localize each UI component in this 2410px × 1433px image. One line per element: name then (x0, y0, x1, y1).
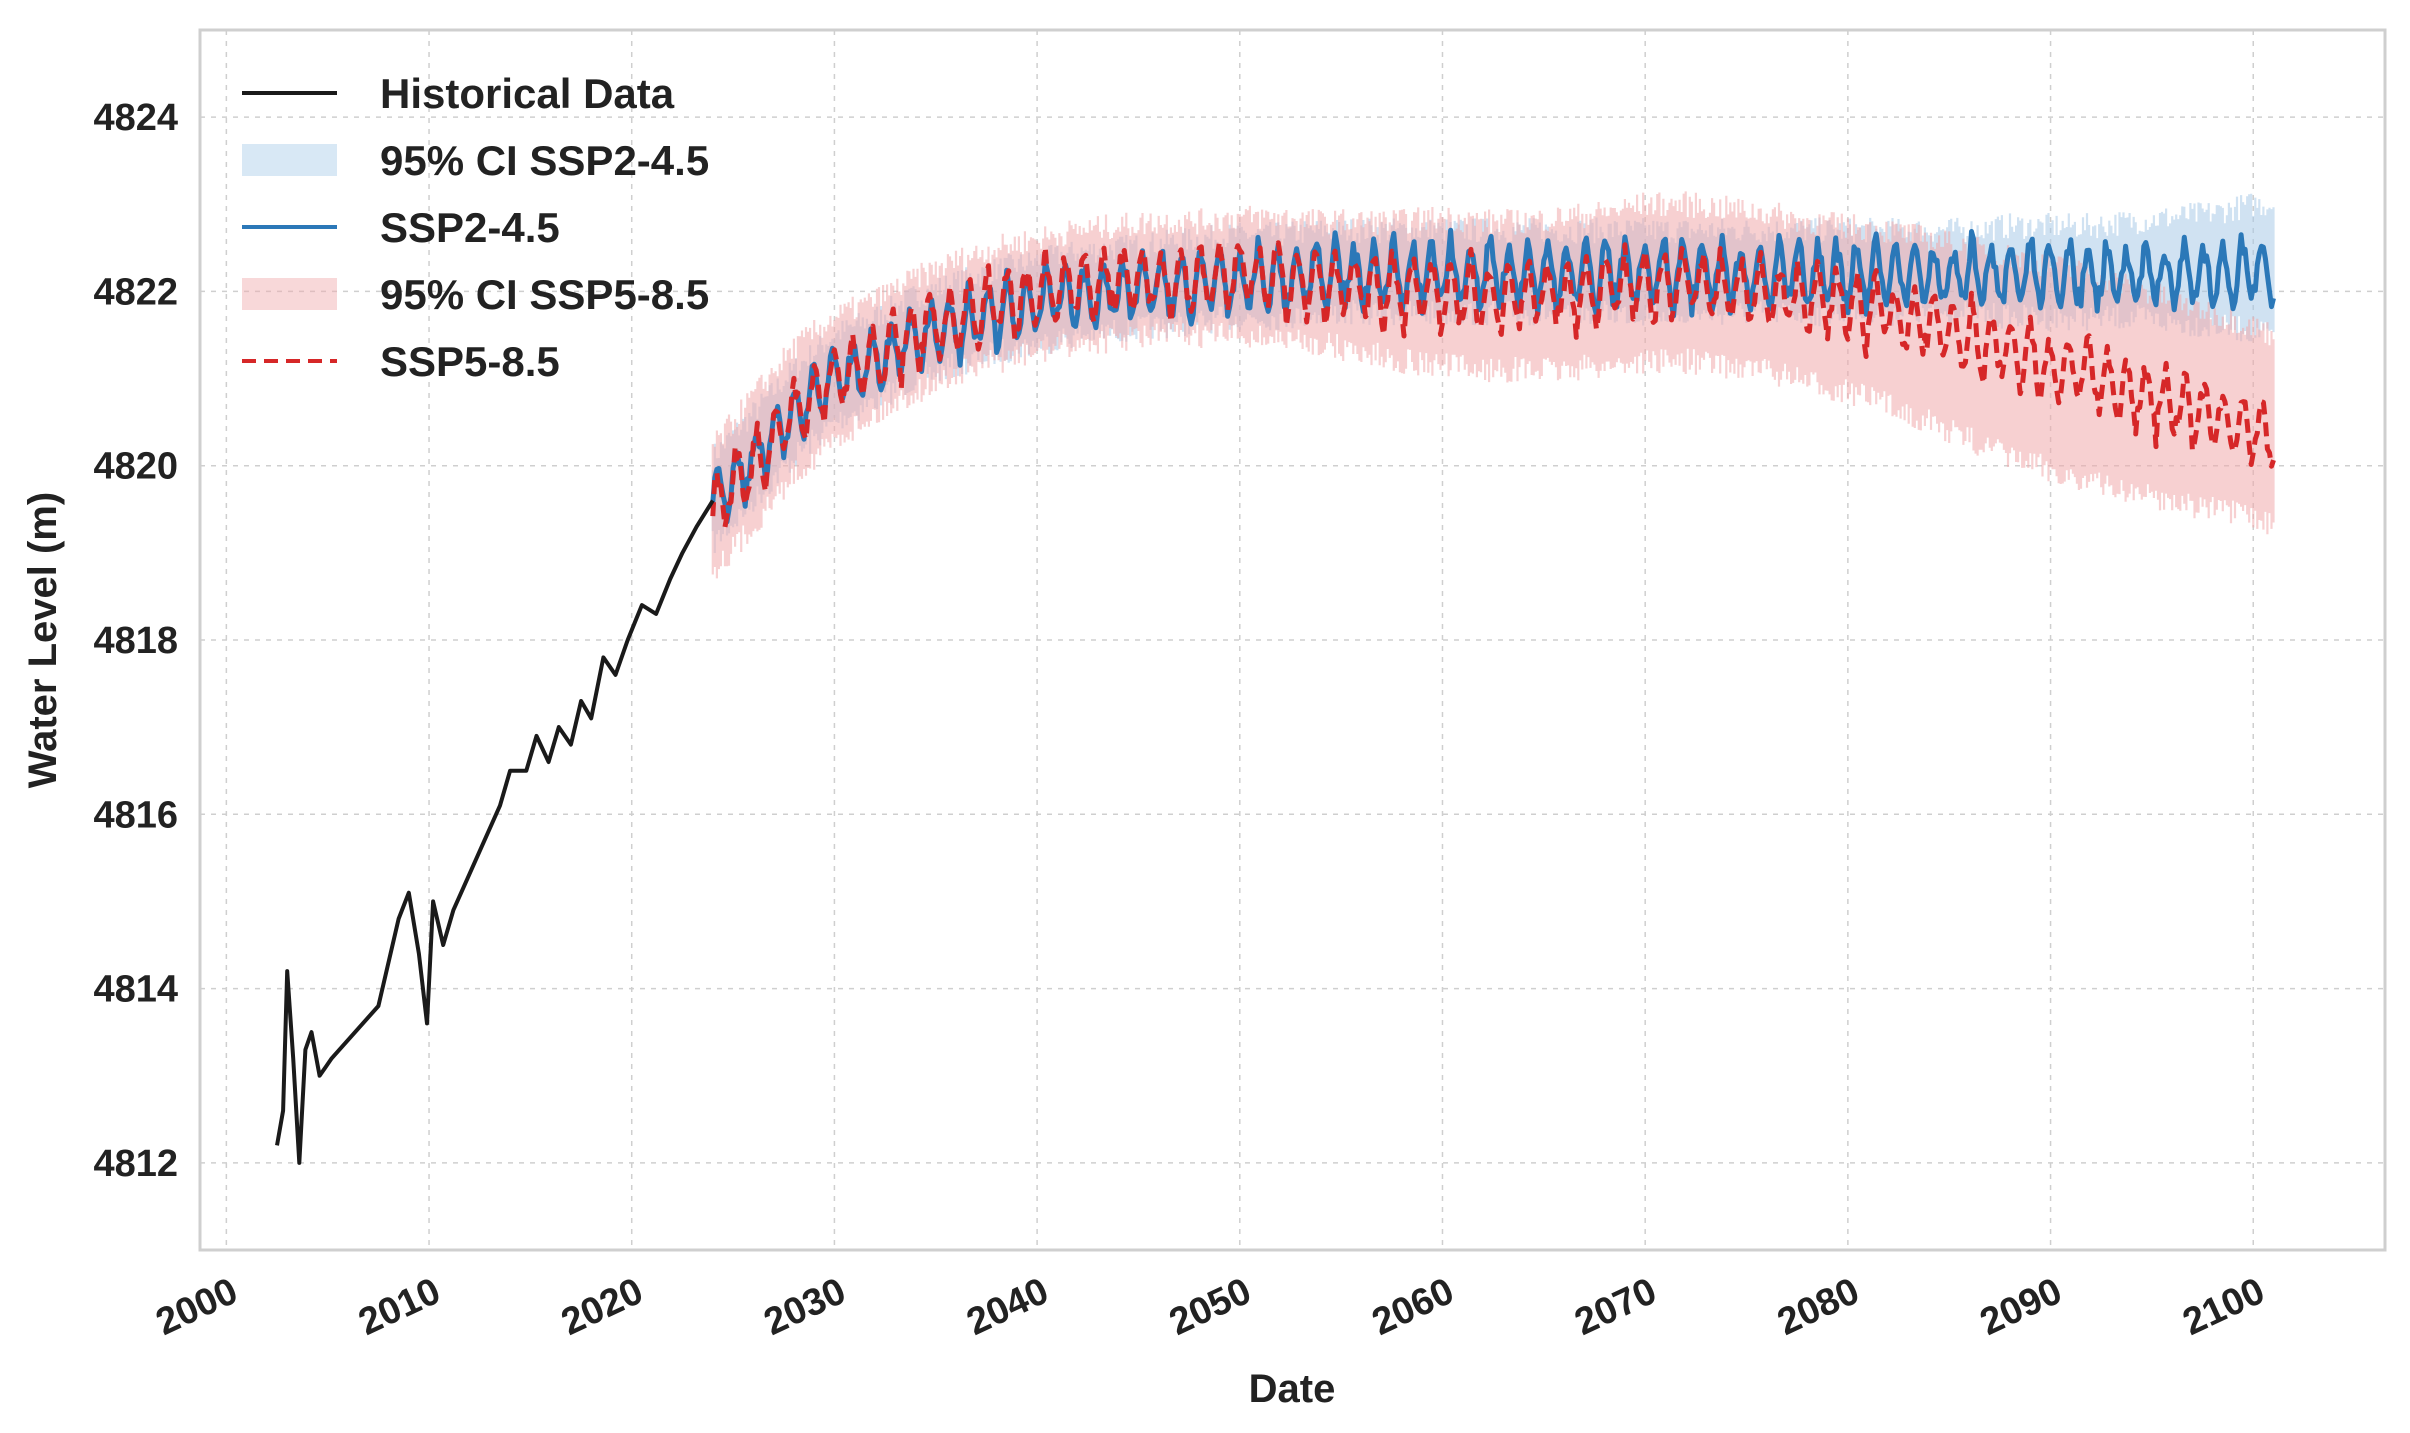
x-tick-label: 2040 (961, 1270, 1055, 1344)
series-lines (275, 227, 2276, 1165)
plot-frame (198, 28, 2387, 1252)
y-tick-label: 4824 (93, 97, 178, 139)
y-tick-label: 4816 (93, 794, 178, 836)
legend-item-ci585: 95% CI SSP5-8.5 (242, 271, 709, 318)
legend-item-ssp245: SSP2-4.5 (242, 204, 560, 251)
legend-label: SSP5-8.5 (380, 338, 560, 385)
y-tick-label: 4822 (93, 271, 178, 313)
x-tick-label: 2090 (1974, 1270, 2068, 1344)
x-tick-label: 2000 (150, 1270, 244, 1344)
legend-swatch (242, 144, 337, 176)
legend-item-hist: Historical Data (242, 70, 675, 117)
x-tick-label: 2010 (352, 1270, 446, 1344)
legend: Historical Data 95% CI SSP2-4.5 SSP2-4.5 95… (242, 70, 709, 385)
x-tick-label: 2100 (2177, 1270, 2271, 1344)
legend-label: Historical Data (380, 70, 675, 117)
legend-item-ci245: 95% CI SSP2-4.5 (242, 137, 709, 184)
y-tick-label: 4820 (93, 446, 178, 488)
legend-label: 95% CI SSP2-4.5 (380, 137, 709, 184)
series-line-ssp5-8-5 (710, 238, 2276, 530)
x-tick-label: 2060 (1366, 1270, 1460, 1344)
legend-label: SSP2-4.5 (380, 204, 560, 251)
x-tick-label: 2050 (1163, 1270, 1257, 1344)
series-line-historical (275, 499, 715, 1165)
y-tick-label: 4812 (93, 1143, 178, 1185)
x-tick-label: 2070 (1569, 1270, 1663, 1344)
x-tick-label: 2030 (758, 1270, 852, 1344)
legend-swatch (242, 278, 337, 310)
grid-lines (200, 30, 2385, 1250)
y-tick-label: 4818 (93, 620, 178, 662)
x-tick-label: 2020 (555, 1270, 649, 1344)
x-axis-label: Date (1249, 1367, 1336, 1411)
legend-label: 95% CI SSP5-8.5 (380, 271, 709, 318)
x-tick-label: 2080 (1771, 1270, 1865, 1344)
y-tick-label: 4814 (93, 969, 178, 1011)
legend-item-ssp585: SSP5-8.5 (242, 338, 560, 385)
y-axis-label: Water Level (m) (21, 492, 65, 788)
